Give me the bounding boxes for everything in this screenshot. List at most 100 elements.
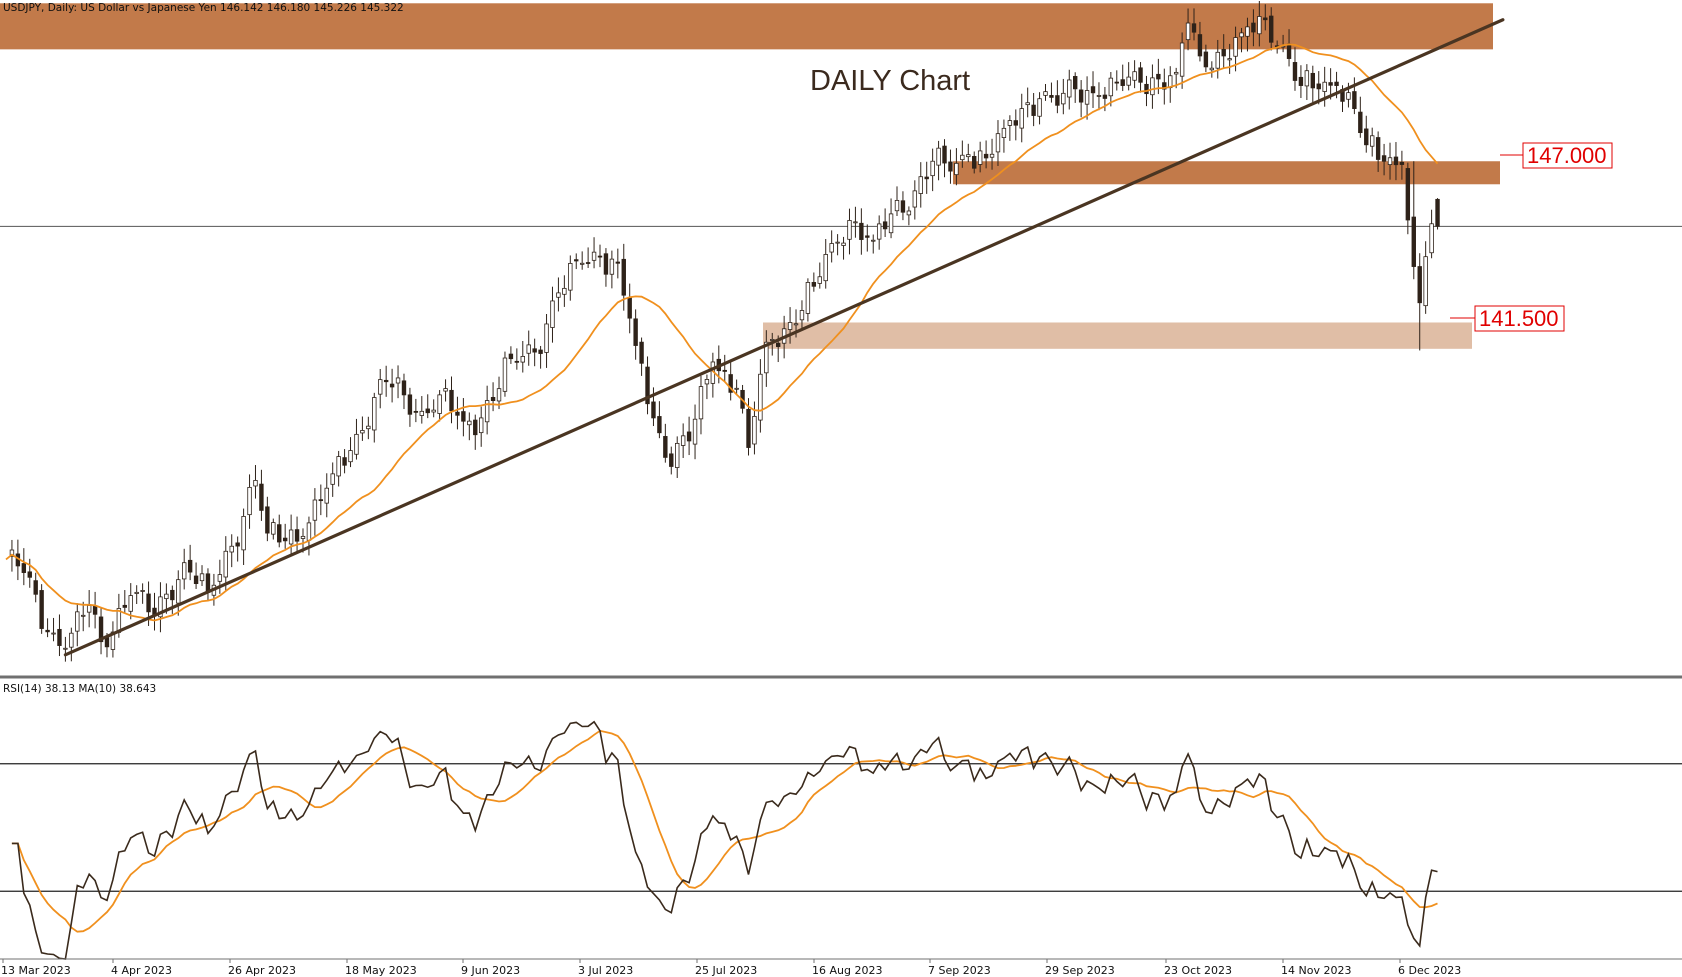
rsi-ma-line bbox=[11, 729, 1438, 933]
x-tick-label: 23 Oct 2023 bbox=[1164, 964, 1232, 977]
candle-body bbox=[876, 223, 882, 240]
candle bbox=[1061, 78, 1066, 115]
candle bbox=[342, 449, 347, 474]
candle-body bbox=[1304, 70, 1310, 87]
candle bbox=[568, 255, 573, 301]
candle-body bbox=[651, 401, 656, 419]
candle-body bbox=[1429, 223, 1434, 254]
candle bbox=[360, 416, 365, 441]
candle bbox=[930, 148, 935, 192]
candle-body bbox=[9, 549, 15, 557]
candle bbox=[110, 621, 116, 658]
candle bbox=[1310, 65, 1315, 103]
candle bbox=[983, 140, 989, 169]
candle bbox=[1067, 69, 1072, 110]
candle bbox=[455, 396, 460, 430]
candle bbox=[1239, 27, 1244, 53]
level-label-147-000: 147.000 bbox=[1500, 142, 1613, 169]
candle-body bbox=[217, 574, 223, 582]
candle bbox=[1251, 9, 1256, 47]
candle-body bbox=[484, 400, 490, 423]
candle-body bbox=[752, 415, 757, 445]
candle bbox=[282, 523, 288, 549]
candle bbox=[1019, 93, 1024, 143]
candle-body bbox=[1292, 62, 1298, 81]
candle bbox=[395, 365, 401, 399]
candle bbox=[680, 423, 686, 458]
candle-body bbox=[888, 213, 894, 234]
candle-body bbox=[1245, 26, 1250, 37]
candle-body bbox=[318, 499, 324, 502]
candle bbox=[1185, 8, 1191, 51]
candle bbox=[758, 359, 763, 433]
candle bbox=[247, 474, 252, 529]
candle bbox=[431, 399, 436, 418]
candle bbox=[835, 234, 840, 256]
candle-body bbox=[253, 480, 258, 487]
candle bbox=[1405, 162, 1411, 235]
candle bbox=[1399, 150, 1405, 180]
candle-body bbox=[1173, 71, 1179, 75]
candle-body bbox=[33, 580, 38, 595]
candle-body bbox=[948, 161, 953, 172]
candle bbox=[1073, 72, 1078, 103]
candle-body bbox=[229, 545, 234, 553]
candle bbox=[847, 208, 852, 255]
candle-body bbox=[1102, 94, 1108, 99]
candle-body bbox=[259, 483, 264, 511]
candle-body bbox=[1286, 43, 1292, 59]
candle bbox=[1417, 253, 1422, 351]
candle-body bbox=[1227, 58, 1232, 61]
candle-body bbox=[805, 282, 811, 314]
candle-body bbox=[1298, 76, 1304, 86]
candle-body bbox=[1001, 127, 1007, 138]
candle-body bbox=[1084, 90, 1090, 105]
candle-body bbox=[847, 220, 852, 240]
candle bbox=[722, 354, 727, 382]
candle-body bbox=[128, 595, 133, 612]
candle-body bbox=[633, 318, 638, 346]
candle bbox=[1108, 72, 1114, 107]
candle-body bbox=[562, 287, 567, 295]
price-zones bbox=[0, 3, 1500, 349]
candle-body bbox=[199, 573, 205, 582]
candle bbox=[1197, 21, 1203, 62]
candle-body bbox=[140, 590, 145, 592]
candle-body bbox=[574, 259, 579, 262]
candle-body bbox=[98, 616, 104, 643]
candle-body bbox=[360, 430, 365, 434]
candle bbox=[805, 278, 811, 322]
candle bbox=[1025, 87, 1030, 118]
candle bbox=[235, 536, 240, 562]
candle-body bbox=[1393, 156, 1399, 166]
candle-body bbox=[336, 456, 341, 477]
candle-body bbox=[639, 341, 644, 364]
candle-body bbox=[1013, 120, 1018, 126]
candle bbox=[312, 488, 318, 536]
candle-body bbox=[1150, 77, 1155, 96]
candle bbox=[669, 446, 674, 475]
candle-body bbox=[1132, 71, 1137, 81]
candle bbox=[1352, 77, 1357, 115]
candle bbox=[336, 450, 341, 487]
candle-body bbox=[544, 323, 549, 353]
candle bbox=[1411, 161, 1416, 280]
candle bbox=[98, 607, 104, 655]
candle bbox=[1114, 70, 1119, 91]
candle bbox=[609, 250, 615, 289]
candle-body bbox=[568, 263, 573, 291]
candle bbox=[1429, 209, 1434, 259]
x-tick-label: 18 May 2023 bbox=[345, 964, 417, 977]
candle-body bbox=[1370, 135, 1375, 147]
candle-body bbox=[918, 176, 923, 194]
candle-body bbox=[27, 571, 32, 578]
candle bbox=[318, 484, 324, 516]
candle-body bbox=[912, 190, 918, 208]
candle-body bbox=[758, 373, 763, 421]
x-axis: 13 Mar 2023 4 Apr 2023 26 Apr 2023 18 May 2… bbox=[1, 959, 1461, 977]
candle bbox=[63, 636, 68, 662]
candle-body bbox=[1239, 32, 1244, 38]
x-tick-label: 9 Jun 2023 bbox=[461, 964, 520, 977]
candle-body bbox=[1120, 79, 1125, 86]
candle bbox=[764, 330, 769, 387]
